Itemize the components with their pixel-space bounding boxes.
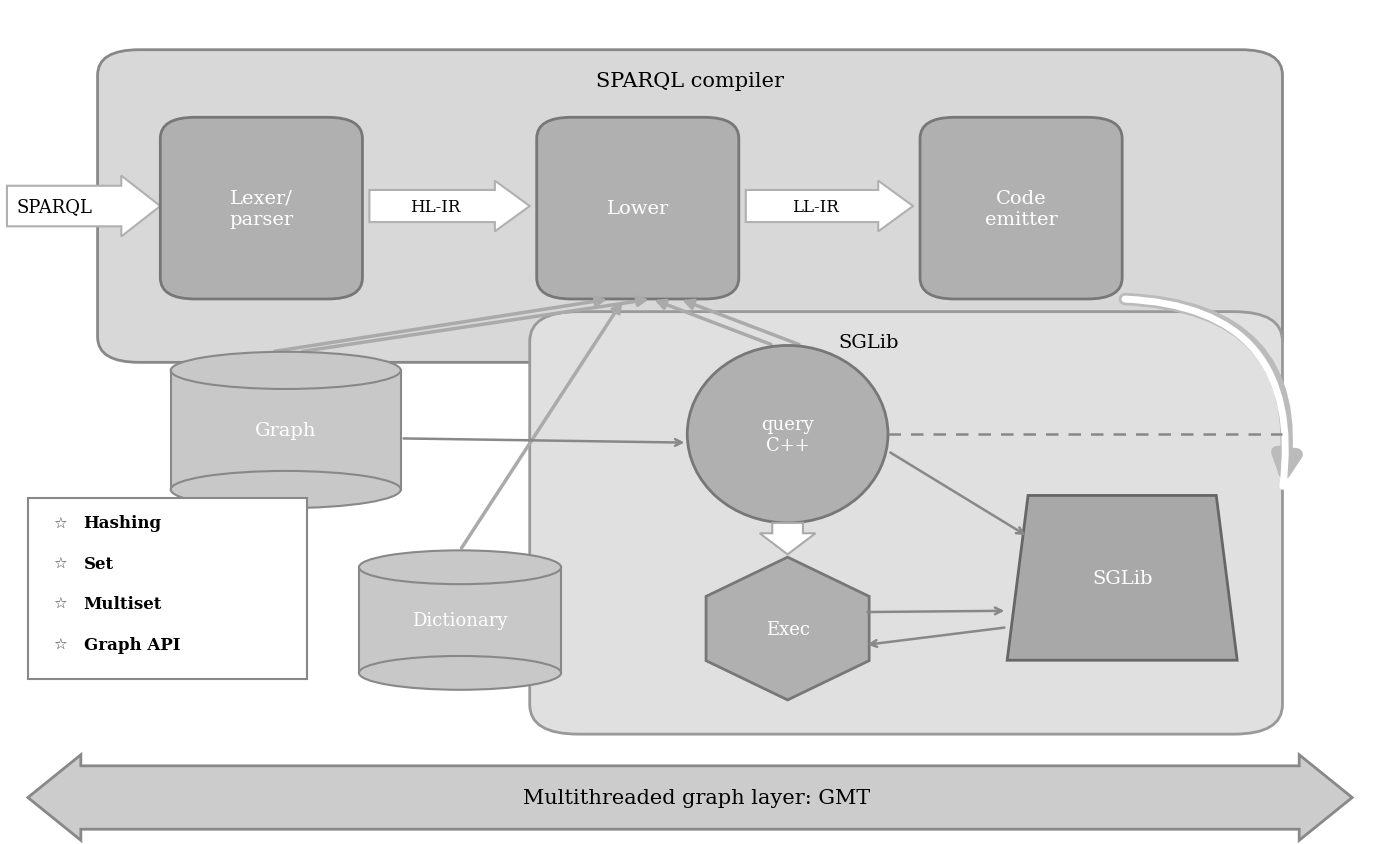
Text: ☆: ☆ xyxy=(53,597,67,611)
Bar xyxy=(360,567,560,674)
Ellipse shape xyxy=(687,346,888,523)
Text: Graph: Graph xyxy=(255,421,316,440)
Polygon shape xyxy=(28,755,1352,841)
Ellipse shape xyxy=(170,471,401,508)
Ellipse shape xyxy=(360,657,560,690)
Text: Dictionary: Dictionary xyxy=(413,611,507,630)
Text: ☆: ☆ xyxy=(53,556,67,571)
Text: Lexer/
parser: Lexer/ parser xyxy=(229,190,294,228)
Bar xyxy=(170,371,401,490)
FancyBboxPatch shape xyxy=(28,498,307,679)
FancyBboxPatch shape xyxy=(98,51,1282,363)
Text: query
C++: query C++ xyxy=(761,415,814,454)
Text: Hashing: Hashing xyxy=(84,515,162,532)
Polygon shape xyxy=(746,181,913,232)
Ellipse shape xyxy=(170,353,401,389)
Text: Code
emitter: Code emitter xyxy=(984,190,1058,228)
Polygon shape xyxy=(369,181,530,232)
Polygon shape xyxy=(1008,495,1238,660)
Text: HL-IR: HL-IR xyxy=(410,198,461,215)
Polygon shape xyxy=(760,523,815,555)
Text: ☆: ☆ xyxy=(53,516,67,531)
Text: Set: Set xyxy=(84,555,114,572)
FancyBboxPatch shape xyxy=(537,118,739,300)
FancyBboxPatch shape xyxy=(530,312,1282,734)
Text: Multiset: Multiset xyxy=(84,595,162,613)
Text: ☆: ☆ xyxy=(53,636,67,652)
Text: Lower: Lower xyxy=(606,200,669,218)
FancyArrowPatch shape xyxy=(1125,300,1296,473)
Ellipse shape xyxy=(360,551,560,584)
Text: SGLib: SGLib xyxy=(838,333,899,351)
Text: SGLib: SGLib xyxy=(1092,569,1153,587)
Text: Exec: Exec xyxy=(765,619,810,638)
Polygon shape xyxy=(705,557,870,701)
Text: Multithreaded graph layer: GMT: Multithreaded graph layer: GMT xyxy=(523,788,871,807)
FancyBboxPatch shape xyxy=(160,118,362,300)
FancyBboxPatch shape xyxy=(920,118,1122,300)
Text: Graph API: Graph API xyxy=(84,636,180,652)
FancyArrowPatch shape xyxy=(1125,300,1285,487)
Text: SPARQL compiler: SPARQL compiler xyxy=(597,72,783,90)
Polygon shape xyxy=(7,176,160,237)
Text: SPARQL: SPARQL xyxy=(17,197,92,216)
Text: LL-IR: LL-IR xyxy=(792,198,839,215)
